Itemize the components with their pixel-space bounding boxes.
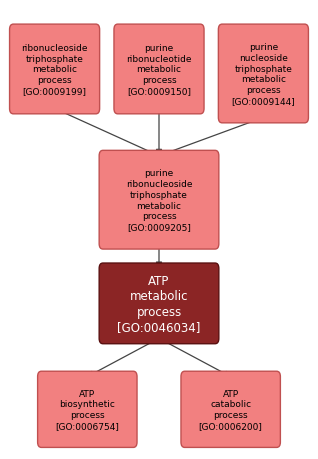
FancyBboxPatch shape xyxy=(114,25,204,115)
FancyBboxPatch shape xyxy=(99,151,219,250)
Text: ribonucleoside
triphosphate
metabolic
process
[GO:0009199]: ribonucleoside triphosphate metabolic pr… xyxy=(21,44,88,96)
FancyBboxPatch shape xyxy=(181,371,280,448)
Text: purine
ribonucleoside
triphosphate
metabolic
process
[GO:0009205]: purine ribonucleoside triphosphate metab… xyxy=(126,169,192,232)
Text: ATP
metabolic
process
[GO:0046034]: ATP metabolic process [GO:0046034] xyxy=(117,274,201,333)
Text: ATP
catabolic
process
[GO:0006200]: ATP catabolic process [GO:0006200] xyxy=(199,389,263,430)
FancyBboxPatch shape xyxy=(10,25,100,115)
FancyBboxPatch shape xyxy=(99,263,219,344)
FancyBboxPatch shape xyxy=(38,371,137,448)
Text: purine
nucleoside
triphosphate
metabolic
process
[GO:0009144]: purine nucleoside triphosphate metabolic… xyxy=(232,43,295,106)
Text: ATP
biosynthetic
process
[GO:0006754]: ATP biosynthetic process [GO:0006754] xyxy=(55,389,119,430)
FancyBboxPatch shape xyxy=(218,25,308,123)
Text: purine
ribonucleotide
metabolic
process
[GO:0009150]: purine ribonucleotide metabolic process … xyxy=(126,44,192,96)
